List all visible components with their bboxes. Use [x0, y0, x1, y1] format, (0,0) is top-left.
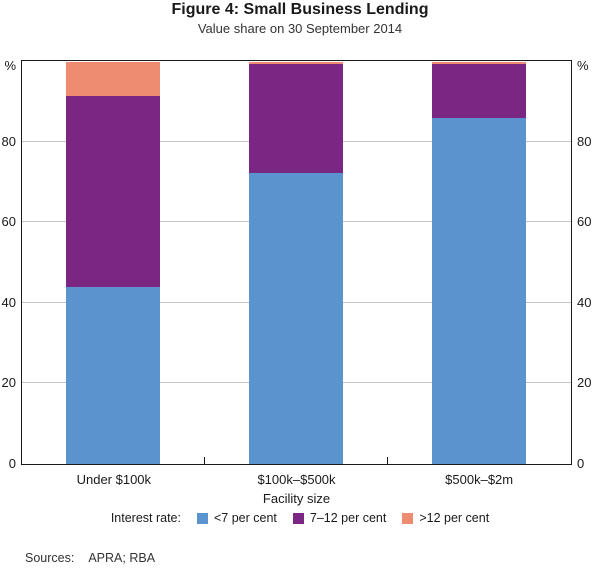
bar-segment	[249, 172, 343, 464]
y-tick-label-right: 60	[577, 214, 592, 230]
bar-segment	[66, 287, 161, 464]
legend-item: >12 per cent	[402, 511, 489, 525]
bar-segment	[249, 64, 343, 173]
bar-1	[66, 62, 161, 464]
y-tick-label-right: 40	[577, 294, 592, 310]
x-axis-title: Facility size	[262, 491, 331, 506]
chart-subtitle: Value share on 30 September 2014	[197, 21, 403, 36]
bar-segment	[431, 64, 526, 119]
x-category-label: Under $100k	[76, 472, 152, 487]
chart-title: Figure 4: Small Business Lending	[171, 1, 429, 18]
bar-segment	[431, 62, 526, 65]
y-tick-label-right: %	[577, 58, 589, 73]
legend-label: <7 per cent	[214, 511, 277, 525]
bar-segment	[66, 96, 161, 288]
x-axis-tick	[386, 457, 389, 464]
legend-item: 7–12 per cent	[292, 511, 387, 525]
y-tick-label-left: 60	[1, 214, 16, 230]
y-tick-label-left: 40	[1, 294, 16, 310]
sources-note: Sources: APRA; RBA	[25, 551, 155, 565]
x-category-label: $500k–$2m	[445, 472, 514, 487]
legend-label: 7–12 per cent	[309, 511, 387, 525]
legend-swatch-icon	[292, 512, 304, 524]
bar-segment	[431, 118, 526, 464]
x-category-label: $100k–$500k	[257, 472, 336, 487]
y-tick-label-left: 80	[1, 133, 16, 149]
legend-label: >12 per cent	[419, 511, 490, 525]
legend-swatch-icon	[197, 512, 208, 524]
x-axis-tick	[203, 457, 206, 464]
legend-prefix: Interest rate:	[110, 511, 181, 525]
y-tick-label-right: 0	[577, 455, 585, 471]
bar-3	[431, 62, 526, 464]
y-tick-label-left: 0	[8, 455, 16, 471]
legend: Interest rate: <7 per cent 7–12 per cent >…	[0, 511, 600, 525]
legend-item: <7 per cent	[197, 511, 277, 525]
y-tick-label-left: 20	[1, 375, 16, 391]
sources-label: Sources:	[25, 551, 75, 565]
plot-area	[21, 60, 572, 465]
y-tick-label-right: 80	[577, 133, 592, 149]
sources-value: APRA; RBA	[88, 551, 156, 565]
bar-segment	[66, 62, 161, 97]
bar-segment	[249, 62, 343, 65]
y-tick-label-right: 20	[577, 375, 592, 391]
bar-2	[249, 62, 343, 464]
y-tick-label-left: %	[4, 58, 16, 73]
legend-swatch-icon	[402, 512, 414, 524]
